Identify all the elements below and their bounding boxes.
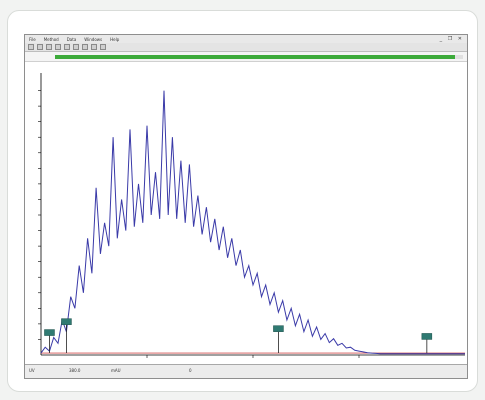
- fraction-marker-0[interactable]: [44, 329, 55, 354]
- trace-line: [40, 90, 465, 355]
- app-window: File Method Data Windows Help _ ❐ ✕: [24, 34, 468, 379]
- menu-bar: File Method Data Windows Help _ ❐ ✕: [25, 35, 467, 43]
- menu-data[interactable]: Data: [66, 36, 77, 42]
- marker-layer: [44, 318, 433, 354]
- x-ticks: [146, 355, 360, 358]
- progress-row: [25, 52, 467, 62]
- fraction-marker-1[interactable]: [61, 318, 72, 354]
- run-progress-bar: [55, 55, 463, 59]
- marker-icon[interactable]: [82, 44, 88, 50]
- help-icon[interactable]: [100, 44, 106, 50]
- menu-method[interactable]: Method: [43, 36, 59, 42]
- status-unit: mAU: [111, 368, 121, 373]
- status-detector: UV: [29, 368, 35, 373]
- new-icon[interactable]: [28, 44, 34, 50]
- status-wavelength: 380.0: [69, 368, 81, 373]
- menu-windows[interactable]: Windows: [84, 36, 103, 42]
- print-icon[interactable]: [55, 44, 61, 50]
- status-bar: UV 380.0 mAU 0: [25, 364, 467, 378]
- save-icon[interactable]: [46, 44, 52, 50]
- y-ticks: [38, 90, 41, 340]
- run-progress-fill: [55, 55, 455, 59]
- open-icon[interactable]: [37, 44, 43, 50]
- fraction-marker-2[interactable]: [273, 325, 284, 354]
- menu-file[interactable]: File: [29, 36, 36, 42]
- zoom-icon[interactable]: [64, 44, 70, 50]
- toolbar: [25, 43, 467, 52]
- window-controls[interactable]: _ ❐ ✕: [439, 36, 464, 42]
- status-value: 0: [189, 368, 192, 373]
- cursor-icon[interactable]: [73, 44, 79, 50]
- chromatogram-plot[interactable]: [25, 63, 467, 366]
- chromatogram-svg[interactable]: [25, 63, 468, 366]
- fraction-marker-3[interactable]: [421, 333, 433, 354]
- menu-help[interactable]: Help: [110, 36, 120, 42]
- settings-icon[interactable]: [91, 44, 97, 50]
